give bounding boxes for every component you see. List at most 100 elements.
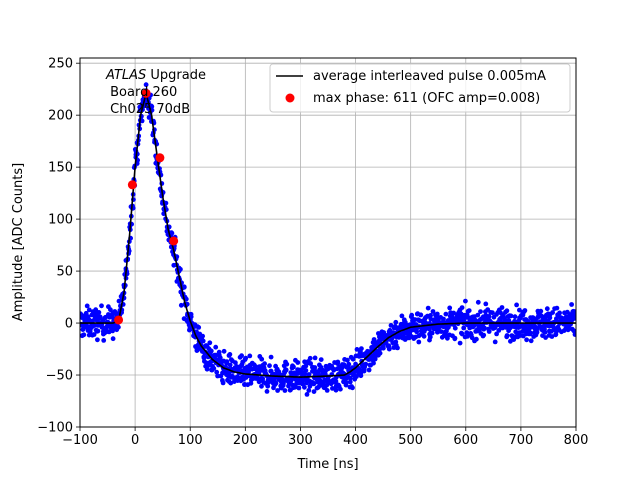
sample-point	[573, 315, 576, 321]
annotation-line1: ATLAS Upgrade	[105, 68, 206, 83]
sample-point	[224, 359, 230, 364]
sample-point	[264, 389, 270, 394]
sample-point	[490, 310, 495, 316]
sample-point	[549, 334, 555, 339]
y-tick-label: 250	[48, 57, 73, 72]
sample-point	[243, 355, 249, 361]
sample-point	[284, 361, 290, 367]
sample-point	[273, 380, 279, 386]
sample-point	[233, 360, 238, 366]
sample-point	[429, 330, 435, 336]
sample-point	[534, 329, 540, 335]
sample-point	[528, 338, 534, 344]
sample-point	[296, 385, 302, 391]
sample-point	[344, 380, 349, 385]
sample-point	[465, 333, 470, 339]
sample-point	[262, 361, 267, 367]
sample-point	[302, 384, 307, 390]
sample-point	[452, 325, 458, 331]
sample-point	[112, 309, 118, 314]
x-tick-label: 200	[233, 433, 258, 448]
sample-point	[93, 307, 99, 313]
sample-point	[247, 353, 253, 359]
sample-point	[178, 266, 183, 272]
sample-point	[572, 309, 576, 315]
sample-point	[350, 385, 355, 391]
sample-point	[183, 296, 189, 302]
sample-point	[239, 353, 245, 359]
annotation-line2: Board 260	[106, 85, 177, 100]
y-tick-label: −100	[37, 421, 73, 436]
sample-point	[275, 388, 280, 393]
sample-point	[571, 328, 576, 334]
max-phase-point	[155, 153, 165, 163]
sample-point	[416, 339, 422, 345]
sample-point	[354, 347, 360, 352]
sample-point	[388, 323, 394, 328]
sample-point	[208, 348, 214, 354]
sample-point	[302, 371, 308, 377]
x-tick-label: 500	[398, 433, 423, 448]
legend-marker-swatch	[285, 93, 295, 103]
y-axis-label: Amplitude [ADC Counts]	[11, 163, 26, 321]
x-tick-label: 300	[288, 433, 313, 448]
sample-point	[217, 355, 223, 361]
sample-point	[95, 328, 101, 334]
sample-point	[311, 381, 317, 387]
sample-point	[215, 373, 221, 379]
sample-point	[220, 380, 226, 386]
sample-point	[101, 338, 107, 343]
sample-point	[178, 302, 184, 308]
sample-point	[196, 325, 202, 330]
sample-point	[260, 376, 266, 382]
sample-point	[366, 367, 372, 373]
sample-point	[486, 329, 492, 334]
sample-point	[492, 339, 498, 345]
sample-point	[371, 337, 377, 342]
sample-point	[228, 380, 234, 386]
x-axis: −100 0 100 200 300 400 500 600 700 800	[62, 427, 588, 448]
max-phase-point	[114, 315, 124, 325]
sample-point	[333, 387, 339, 393]
sample-point	[550, 310, 555, 315]
sample-point	[414, 329, 420, 335]
max-phase-point	[169, 236, 179, 246]
sample-point	[361, 368, 367, 374]
sample-point	[514, 302, 519, 308]
sample-point	[110, 328, 115, 334]
sample-point	[188, 311, 194, 317]
legend-label-maxphase: max phase: 611 (OFC amp=0.008)	[313, 91, 540, 106]
sample-point	[377, 350, 383, 356]
sample-point	[291, 370, 297, 376]
sample-point	[227, 362, 233, 368]
sample-point	[466, 308, 472, 313]
sample-point	[459, 305, 465, 310]
sample-point	[345, 357, 350, 363]
sample-point	[333, 378, 339, 384]
annotation-line3: Ch025 70dB	[106, 102, 190, 117]
sample-point	[335, 359, 341, 365]
sample-point	[434, 311, 440, 317]
sample-point	[307, 355, 313, 361]
sample-point	[427, 334, 433, 340]
sample-point	[395, 345, 400, 351]
sample-point	[283, 367, 289, 373]
sample-point	[97, 314, 103, 320]
sample-point	[214, 369, 220, 375]
sample-point	[200, 333, 206, 339]
sample-point	[110, 336, 116, 342]
sample-point	[544, 306, 550, 312]
x-tick-label: 600	[453, 433, 478, 448]
y-axis: −100 −50 0 50 100 150 200 250	[37, 57, 80, 436]
sample-point	[409, 312, 415, 318]
sample-point	[512, 314, 518, 320]
sample-point	[478, 309, 483, 314]
max-phase-point	[141, 88, 151, 98]
sample-point	[246, 369, 252, 375]
sample-point	[381, 345, 386, 351]
legend-label-average: average interleaved pulse 0.005mA	[313, 69, 546, 84]
sample-point	[200, 338, 206, 344]
x-axis-label: Time [ns]	[296, 457, 358, 472]
sample-point	[226, 370, 232, 376]
